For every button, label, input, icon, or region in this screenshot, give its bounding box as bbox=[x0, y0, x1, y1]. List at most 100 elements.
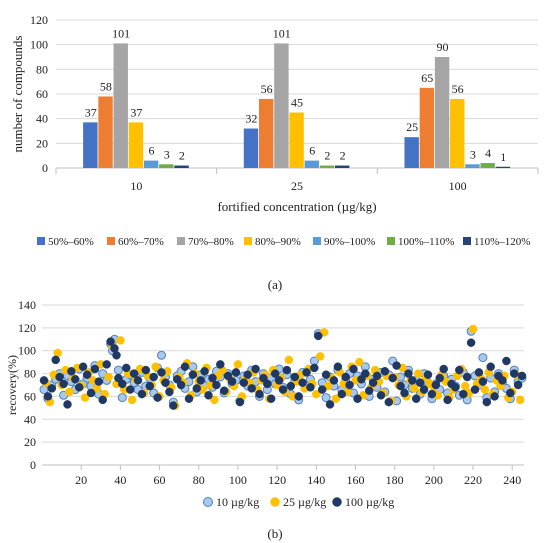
data-label: 2 bbox=[324, 149, 330, 163]
y-tick-label: 60 bbox=[36, 87, 48, 101]
scatter-point bbox=[509, 369, 519, 378]
x-tick-label: 25 bbox=[291, 179, 303, 193]
y-tick-label: 140 bbox=[18, 298, 36, 312]
legend-swatch bbox=[313, 237, 321, 245]
data-label: 4 bbox=[485, 146, 491, 160]
panel-label-b: (b) bbox=[267, 526, 282, 541]
scatter-point bbox=[210, 395, 219, 405]
legend-label: 25 µg/kg bbox=[283, 495, 326, 509]
scatter-point bbox=[65, 387, 74, 397]
scatter-point bbox=[321, 370, 331, 379]
scatter-point bbox=[427, 389, 437, 399]
scatter-point bbox=[306, 383, 315, 392]
legend-label: 50%–60% bbox=[48, 236, 94, 248]
scatter-point bbox=[415, 378, 425, 387]
scatter-point bbox=[455, 365, 464, 375]
scatter-point bbox=[314, 331, 323, 341]
x-tick-label: 140 bbox=[307, 473, 325, 487]
bar bbox=[159, 164, 174, 168]
scatter-point bbox=[266, 394, 276, 403]
legend-label: 80%–90% bbox=[255, 236, 301, 248]
bar bbox=[83, 122, 98, 168]
scatter-point bbox=[337, 389, 347, 399]
scatter-point bbox=[98, 395, 107, 405]
scatter-point bbox=[82, 370, 92, 379]
y-tick-label: 100 bbox=[30, 38, 48, 52]
scatter-point bbox=[368, 378, 378, 387]
scatter-point bbox=[243, 370, 252, 379]
scatter-point bbox=[106, 337, 115, 346]
scatter-point bbox=[310, 363, 319, 373]
scatter-point bbox=[233, 360, 243, 369]
scatter-point bbox=[329, 376, 339, 385]
data-label: 65 bbox=[421, 71, 433, 85]
bar bbox=[434, 57, 450, 168]
scatter-point bbox=[470, 385, 480, 394]
scatter-point bbox=[462, 372, 472, 382]
bar bbox=[495, 166, 511, 168]
bar bbox=[113, 43, 128, 168]
scatter-point bbox=[247, 384, 256, 393]
scatter-point bbox=[157, 350, 166, 360]
scatter-point bbox=[263, 379, 272, 389]
scatter-point bbox=[312, 389, 321, 399]
scatter-point bbox=[506, 388, 515, 398]
data-label: 37 bbox=[85, 105, 97, 119]
legend-swatch bbox=[387, 237, 395, 245]
legend-marker bbox=[270, 497, 280, 507]
y-tick-label: 20 bbox=[36, 136, 48, 150]
scatter-point bbox=[59, 379, 68, 389]
scatter-point bbox=[290, 372, 300, 382]
data-label: 32 bbox=[245, 112, 257, 126]
scatter-point bbox=[459, 389, 468, 399]
scatter-point bbox=[282, 365, 292, 375]
data-label: 25 bbox=[406, 120, 418, 134]
scatter-point bbox=[498, 376, 507, 385]
scatter-point bbox=[118, 379, 127, 389]
scatter-point bbox=[176, 380, 186, 390]
scatter-point bbox=[321, 393, 331, 403]
scatter-point bbox=[184, 394, 194, 403]
scatter-point bbox=[486, 362, 495, 371]
x-axis-title: fortified concentration (µg/kg) bbox=[217, 199, 376, 214]
bar bbox=[480, 163, 495, 168]
scatter-point bbox=[43, 392, 53, 401]
y-tick-label: 100 bbox=[18, 344, 36, 358]
scatter-point bbox=[517, 371, 527, 381]
scatter-point bbox=[251, 364, 260, 374]
data-label: 45 bbox=[291, 96, 303, 110]
scatter-point bbox=[364, 386, 374, 395]
scatter-point bbox=[129, 369, 139, 378]
scatter-point bbox=[341, 372, 350, 382]
scatter-point bbox=[466, 338, 476, 347]
scatter-point bbox=[460, 381, 470, 391]
y-tick-label: 0 bbox=[30, 458, 36, 472]
legend-marker bbox=[203, 497, 213, 507]
bar bbox=[128, 122, 144, 168]
scatter-point bbox=[355, 357, 364, 367]
y-tick-label: 80 bbox=[36, 62, 48, 76]
scatter-point bbox=[192, 384, 202, 393]
y-tick-label: 60 bbox=[24, 389, 36, 403]
data-label: 37 bbox=[130, 105, 142, 119]
legend-label: 100 µg/kg bbox=[345, 495, 394, 509]
scatter-point bbox=[51, 355, 60, 365]
scatter-point bbox=[67, 367, 76, 376]
y-axis-title: recovery(%) bbox=[5, 355, 19, 415]
data-label: 2 bbox=[340, 149, 346, 163]
legend-label: 10 µg/kg bbox=[216, 495, 259, 509]
scatter-point bbox=[408, 376, 417, 385]
x-tick-label: 20 bbox=[75, 473, 87, 487]
scatter-point bbox=[345, 380, 354, 390]
legend-label: 90%–100% bbox=[324, 236, 375, 248]
bar bbox=[174, 165, 189, 168]
y-tick-label: 40 bbox=[36, 112, 48, 126]
scatter-point bbox=[376, 391, 386, 400]
scatter-point bbox=[286, 381, 296, 391]
scatter-point bbox=[325, 400, 335, 409]
scatter-point bbox=[74, 383, 84, 392]
scatter-point bbox=[317, 385, 327, 394]
legend-label: 70%–80% bbox=[188, 236, 234, 248]
